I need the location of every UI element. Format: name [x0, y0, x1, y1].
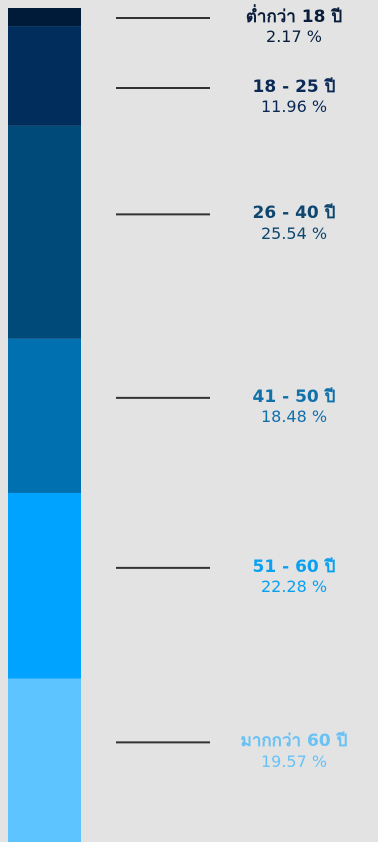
bar-segment-2 — [8, 125, 81, 339]
age-range-label: 51 - 60 ปี — [252, 556, 336, 577]
segment-label-0: ต่ำกว่า 18 ปี 2.17 % — [214, 7, 374, 47]
age-range-label: ต่ำกว่า 18 ปี — [245, 7, 343, 27]
segment-label-4: 51 - 60 ปี 22.28 % — [214, 557, 374, 597]
percentage-label: 22.28 % — [260, 577, 328, 597]
segment-label-3: 41 - 50 ปี 18.48 % — [214, 387, 374, 427]
segment-label-2: 26 - 40 ปี 25.54 % — [214, 203, 374, 243]
age-range-label: มากกว่า 60 ปี — [240, 731, 348, 752]
bar-segment-5 — [8, 678, 81, 842]
percentage-label: 19.57 % — [260, 751, 328, 771]
percentage-label: 18.48 % — [260, 407, 328, 427]
segment-label-5: มากกว่า 60 ปี 19.57 % — [214, 731, 374, 771]
age-range-label: 41 - 50 ปี — [252, 386, 336, 407]
bar-segment-1 — [8, 26, 81, 126]
percentage-label: 25.54 % — [260, 223, 328, 243]
bar-segment-0 — [8, 8, 81, 27]
percentage-label: 2.17 % — [266, 27, 322, 47]
age-range-label: 18 - 25 ปี — [252, 77, 336, 97]
percentage-label: 11.96 % — [260, 97, 328, 117]
bar-segment-4 — [8, 492, 81, 679]
segment-label-1: 18 - 25 ปี 11.96 % — [214, 77, 374, 117]
age-range-label: 26 - 40 ปี — [252, 203, 336, 224]
bar-segment-3 — [8, 338, 81, 493]
